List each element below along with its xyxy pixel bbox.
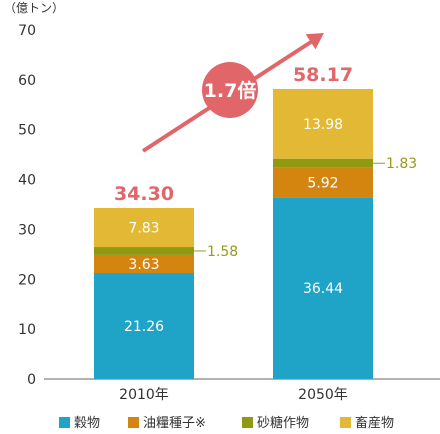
bars: 21.26 3.63 1.58 7.83 34.30 36.44 5.92 1.83 13.98…: [94, 64, 417, 379]
legend-swatch: [242, 417, 253, 428]
total-label: 34.30: [114, 183, 174, 205]
legend-label: 穀物: [74, 416, 100, 431]
legend-swatch: [128, 417, 139, 428]
total-label: 58.17: [293, 64, 353, 86]
growth-badge: 1.7倍: [202, 62, 258, 118]
data-label: 13.98: [303, 117, 343, 133]
legend: 穀物 油糧種子※ 砂糖作物 畜産物: [59, 415, 394, 431]
y-tick-label: 50: [18, 123, 36, 139]
bar-segment: [273, 167, 373, 198]
bar-segment: [94, 247, 194, 255]
y-tick-label: 40: [18, 173, 36, 189]
bar-segment: [273, 88, 373, 159]
legend-swatch: [59, 417, 70, 428]
legend-label: 砂糖作物: [257, 415, 309, 431]
legend-swatch: [340, 417, 351, 428]
x-axis-labels: 2010年 2050年: [119, 387, 348, 403]
data-label: 7.83: [128, 221, 159, 237]
bar-segment: [273, 197, 373, 379]
bar-segment: [273, 158, 373, 168]
y-tick-label: 70: [18, 23, 36, 39]
legend-label: 畜産物: [355, 415, 394, 431]
legend-label: 油糧種子※: [143, 415, 206, 431]
bar-segment: [94, 207, 194, 248]
data-label: 21.26: [124, 319, 164, 335]
y-tick-label: 10: [18, 322, 36, 338]
growth-badge-circle: [202, 62, 258, 118]
data-label: 1.83: [386, 156, 417, 172]
growth-arrow-head: [305, 33, 324, 50]
y-tick-label: 60: [18, 73, 36, 89]
data-label: 1.58: [207, 244, 238, 260]
x-tick-label: 2010年: [119, 387, 169, 403]
y-tick-label: 20: [18, 272, 36, 288]
bar-segment: [94, 254, 194, 274]
data-label: 5.92: [307, 176, 338, 192]
unit-label: （億トン）: [4, 1, 64, 15]
growth-badge-text: 1.7倍: [204, 79, 257, 102]
bar-segment: [94, 273, 194, 379]
y-axis: 0 10 20 30 40 50 60 70: [18, 23, 36, 388]
y-tick-label: 0: [27, 372, 36, 388]
data-label: 36.44: [303, 281, 343, 297]
data-label: 3.63: [128, 257, 159, 273]
y-tick-label: 30: [18, 222, 36, 238]
x-tick-label: 2050年: [298, 387, 348, 403]
